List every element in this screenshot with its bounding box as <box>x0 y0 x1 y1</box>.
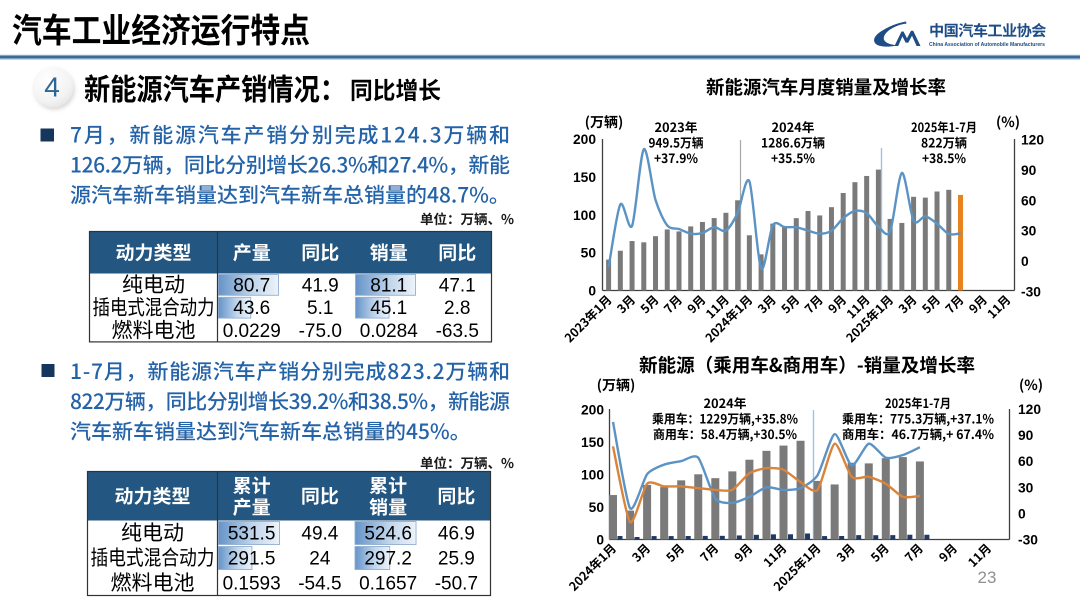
svg-text:60: 60 <box>1018 454 1034 469</box>
svg-text:China Association of Automobil: China Association of Automobile Manufact… <box>929 42 1045 48</box>
svg-text:25.9: 25.9 <box>438 549 475 570</box>
svg-text:30: 30 <box>1021 224 1037 239</box>
svg-text:24: 24 <box>309 549 331 570</box>
svg-text:-75.0: -75.0 <box>299 321 342 342</box>
svg-text:297.2: 297.2 <box>364 549 412 570</box>
svg-text:4: 4 <box>44 72 60 103</box>
svg-text:291.5: 291.5 <box>228 549 276 570</box>
svg-text:120: 120 <box>1018 402 1041 417</box>
svg-text:150: 150 <box>573 170 596 185</box>
svg-text:0.0284: 0.0284 <box>360 321 419 342</box>
svg-text:-54.5: -54.5 <box>298 574 341 595</box>
svg-text:45.1: 45.1 <box>370 298 407 319</box>
svg-text:0: 0 <box>596 533 604 548</box>
svg-text:100: 100 <box>581 468 604 483</box>
svg-text:0.0229: 0.0229 <box>223 321 281 342</box>
svg-text:81.1: 81.1 <box>370 275 407 296</box>
svg-text:49.4: 49.4 <box>301 524 338 545</box>
svg-text:60: 60 <box>1021 193 1037 208</box>
svg-text:150: 150 <box>581 435 604 450</box>
svg-text:2.8: 2.8 <box>444 298 470 319</box>
svg-text:120: 120 <box>1021 133 1044 148</box>
svg-text:43.6: 43.6 <box>233 298 270 319</box>
svg-text:50: 50 <box>589 500 605 515</box>
svg-text:46.9: 46.9 <box>438 524 475 545</box>
svg-text:90: 90 <box>1021 163 1037 178</box>
svg-text:200: 200 <box>573 132 596 147</box>
svg-text:80.7: 80.7 <box>233 275 270 296</box>
svg-text:-30: -30 <box>1021 284 1041 299</box>
svg-text:0: 0 <box>1018 506 1026 521</box>
svg-text:-50.7: -50.7 <box>435 574 478 595</box>
svg-text:5.1: 5.1 <box>307 298 333 319</box>
svg-text:0.1593: 0.1593 <box>223 574 281 595</box>
svg-text:30: 30 <box>1018 480 1034 495</box>
svg-text:0: 0 <box>588 284 596 299</box>
svg-text:524.6: 524.6 <box>364 524 412 545</box>
svg-text:50: 50 <box>581 246 597 261</box>
svg-text:-63.5: -63.5 <box>436 321 479 342</box>
svg-text:47.1: 47.1 <box>439 275 476 296</box>
svg-text:531.5: 531.5 <box>228 524 276 545</box>
svg-text:-30: -30 <box>1018 533 1038 548</box>
svg-text:100: 100 <box>573 208 596 223</box>
svg-text:90: 90 <box>1018 428 1034 443</box>
svg-text:0: 0 <box>1021 254 1029 269</box>
svg-text:200: 200 <box>581 403 604 418</box>
svg-text:41.9: 41.9 <box>302 275 339 296</box>
svg-text:23: 23 <box>978 568 997 587</box>
svg-text:0.1657: 0.1657 <box>359 574 417 595</box>
